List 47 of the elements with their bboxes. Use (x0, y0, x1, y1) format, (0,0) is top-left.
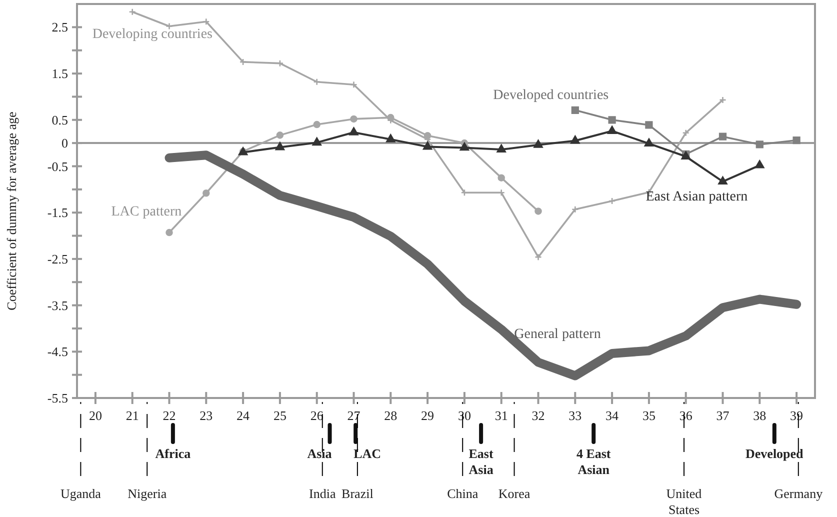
y-tick-label: 2.5 (52, 20, 68, 35)
ref-line-label: LAC (354, 446, 382, 461)
ref-line-label: Korea (498, 486, 530, 501)
series-label: Developing countries (92, 26, 212, 42)
x-tick-label: 34 (606, 408, 620, 423)
ref-line-label: Brazil (342, 486, 374, 501)
y-tick-label: -4.5 (47, 344, 68, 360)
ref-line-label: Germany (774, 486, 824, 501)
series-label: Developed countries (493, 88, 609, 104)
ref-line-label: China (447, 486, 478, 501)
x-tick-label: 20 (88, 408, 102, 423)
x-tick-label: 27 (347, 408, 361, 423)
x-tick-label: 22 (162, 408, 176, 423)
x-tick-label: 39 (790, 408, 804, 423)
ref-line-label: Uganda (60, 486, 102, 501)
x-tick-label: 31 (494, 408, 508, 423)
y-tick-label: -3.5 (47, 298, 68, 313)
y-tick-label: -2.5 (47, 251, 68, 266)
x-tick-label: 33 (568, 408, 582, 423)
y-tick-label: 1.5 (52, 66, 68, 82)
y-tick-label: -0.5 (47, 158, 68, 174)
ref-line-label: United States (666, 486, 702, 517)
x-tick-label: 37 (716, 408, 730, 423)
y-axis-title: Coefficient of dummy for average age (4, 111, 19, 310)
x-tick-label: 35 (642, 408, 656, 423)
x-tick-label: 32 (532, 408, 545, 423)
series-label: East Asian pattern (646, 190, 748, 205)
y-tick-label: 0.5 (52, 112, 68, 128)
ref-line-label: Developed (746, 446, 804, 461)
ref-line-label: 4 East Asian (576, 446, 612, 477)
x-tick-label: 28 (384, 408, 398, 423)
x-tick-label: 38 (753, 408, 766, 423)
y-tick-label: -1.5 (47, 205, 68, 220)
y-tick-label: -5.5 (47, 390, 68, 406)
x-tick-label: 24 (236, 408, 250, 423)
ref-line-label: Asia (307, 446, 332, 461)
ref-line-label: Nigeria (128, 486, 167, 501)
ref-line-label: India (309, 486, 336, 501)
ref-line-label: Africa (155, 446, 192, 461)
x-tick-label: 23 (200, 408, 213, 423)
series-label: General pattern (514, 326, 601, 342)
series-label: LAC pattern (111, 204, 182, 220)
x-tick-label: 29 (421, 408, 434, 423)
ref-line-label: East Asia (468, 446, 494, 477)
y-tick-label: 0 (62, 136, 68, 151)
x-tick-label: 21 (126, 408, 139, 423)
x-tick-label: 25 (273, 408, 286, 423)
